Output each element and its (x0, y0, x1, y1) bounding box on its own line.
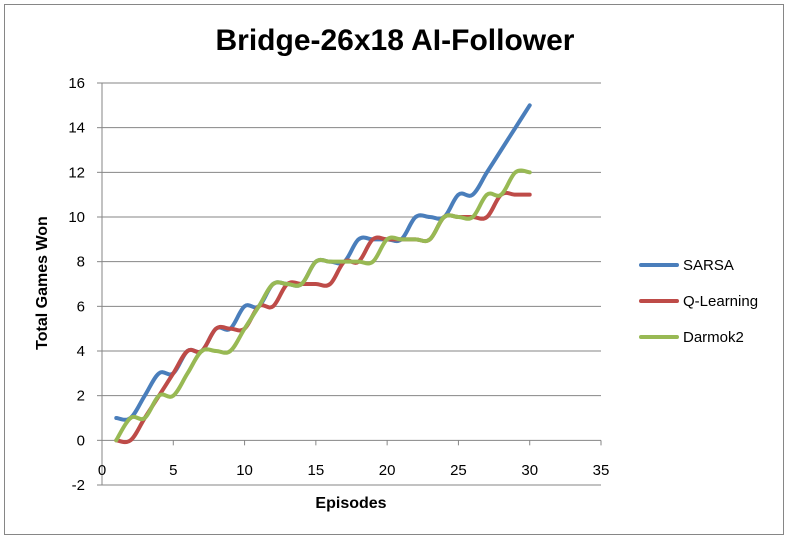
y-tick-label: 2 (77, 388, 85, 405)
x-tick-label: 35 (593, 462, 610, 479)
series-line-sarsa (114, 103, 532, 422)
x-tick-label: 10 (236, 462, 253, 479)
gridlines (102, 82, 601, 486)
y-tick-label: 4 (77, 343, 85, 360)
y-tick-label: 6 (77, 298, 85, 315)
y-tick-label: 12 (68, 164, 85, 181)
legend-label: SARSA (683, 257, 734, 274)
legend-label: Q-Learning (683, 293, 758, 310)
y-axis-label: Total Games Won (34, 216, 51, 350)
y-tick-label: 14 (68, 120, 85, 137)
y-tick-label: -2 (72, 477, 85, 494)
x-axis-label: Episodes (315, 495, 386, 512)
x-tick-label: 0 (98, 462, 106, 479)
y-tick-label: 16 (68, 75, 85, 92)
legend: SARSA Q-Learning Darmok2 (639, 257, 758, 346)
chart-title: Bridge-26x18 AI-Follower (216, 24, 575, 57)
series-lines (114, 103, 532, 445)
y-tick-label: 10 (68, 209, 85, 226)
series-line-darmok2 (114, 168, 532, 443)
tick-labels: -2 0 2 4 6 8 10 12 14 16 0 5 10 15 20 25 30 35 (68, 75, 609, 494)
x-tick-label: 5 (169, 462, 177, 479)
x-tick-label: 25 (450, 462, 467, 479)
x-tick-label: 30 (521, 462, 538, 479)
y-tick-label: 8 (77, 254, 85, 271)
legend-label: Darmok2 (683, 329, 744, 346)
series-line-q-learning (114, 190, 532, 445)
x-tick-label: 15 (308, 462, 325, 479)
x-tick-label: 20 (379, 462, 396, 479)
y-tick-label: 0 (77, 432, 85, 449)
axes (97, 82, 602, 486)
chart-frame (4, 4, 784, 535)
